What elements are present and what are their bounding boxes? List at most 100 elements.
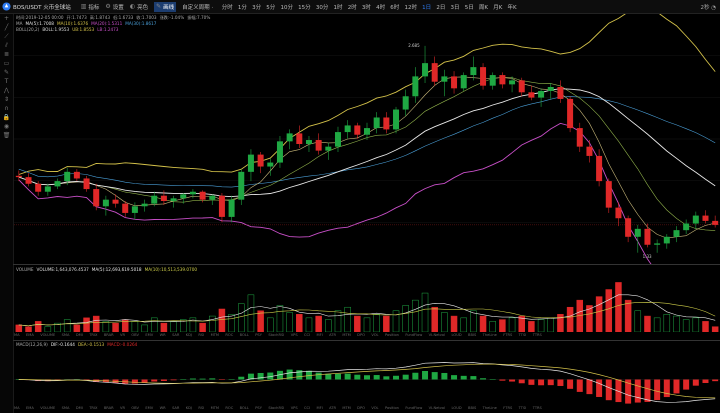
candle[interactable] — [64, 171, 71, 182]
candle[interactable] — [267, 162, 274, 167]
axis-label[interactable]: KDJ — [185, 333, 192, 337]
toolbar-button-2[interactable]: ◐ 亮色 — [130, 2, 148, 12]
candle[interactable] — [441, 76, 448, 82]
candle[interactable] — [605, 181, 612, 208]
axis-label[interactable]: FTRS — [503, 333, 513, 337]
axis-label[interactable]: SAR — [172, 333, 180, 337]
timeframe-13[interactable]: 1日 — [422, 4, 432, 11]
axis-label[interactable]: WR — [159, 333, 166, 337]
axis-label[interactable]: TTSI — [518, 333, 527, 337]
eye-icon[interactable]: ◉ — [3, 123, 10, 130]
candle[interactable] — [170, 198, 177, 201]
axis-label[interactable]: OBV — [131, 406, 139, 410]
timeframe-19[interactable]: 年K — [507, 4, 517, 11]
axis-label[interactable]: VOLUME — [40, 406, 56, 410]
axis-label[interactable]: VR — [119, 333, 125, 337]
candle[interactable] — [567, 98, 574, 129]
axis-label[interactable]: PSY — [255, 406, 262, 410]
candle[interactable] — [470, 67, 477, 76]
timeframe-9[interactable]: 3时 — [361, 4, 371, 11]
axis-label[interactable]: ROC — [225, 333, 234, 337]
axis-label[interactable]: BRAR — [103, 333, 114, 337]
axis-label[interactable]: BOLL — [239, 333, 249, 337]
candle[interactable] — [557, 87, 564, 99]
axis-label[interactable]: EMV — [145, 333, 154, 337]
timeframe-1[interactable]: 1分 — [237, 4, 247, 11]
candle[interactable] — [189, 191, 196, 195]
axis-label[interactable]: EMV — [145, 406, 154, 410]
axis-label[interactable]: VI-Netvol — [428, 333, 446, 337]
candle[interactable] — [518, 80, 525, 93]
timeframe-14[interactable]: 2日 — [436, 4, 446, 11]
macd-chart[interactable] — [14, 341, 720, 406]
axis-label[interactable]: Position — [384, 333, 399, 337]
axis-label[interactable]: WR — [159, 406, 166, 410]
candle[interactable] — [673, 230, 680, 237]
pane-separator[interactable] — [13, 264, 720, 265]
candle[interactable] — [460, 75, 467, 89]
axis-label[interactable]: VOLUME — [40, 333, 56, 337]
candle[interactable] — [209, 195, 216, 200]
axis-label[interactable]: EMA — [25, 333, 34, 337]
candle[interactable] — [83, 178, 90, 190]
axis-label[interactable]: SAR — [172, 406, 180, 410]
candle[interactable] — [422, 63, 429, 77]
refresh-interval[interactable]: 2秒 ◔ — [700, 5, 716, 11]
candle[interactable] — [644, 228, 651, 245]
candle[interactable] — [25, 177, 32, 184]
timeframe-5[interactable]: 15分 — [298, 4, 311, 11]
toolbar-button-1[interactable]: ⚙ 设置 — [105, 2, 123, 12]
lock-icon[interactable]: 🔒 — [2, 114, 11, 121]
candle[interactable] — [35, 183, 42, 192]
axis-label[interactable]: MFI — [316, 406, 323, 410]
candle[interactable] — [625, 218, 632, 237]
timeframe-2[interactable]: 3分 — [252, 4, 262, 11]
candle[interactable] — [354, 125, 361, 135]
channel-tool-icon[interactable]: ⫽ — [5, 42, 8, 49]
candle[interactable] — [93, 189, 100, 207]
candle[interactable] — [334, 132, 341, 147]
candle[interactable] — [383, 117, 390, 130]
ray-tool-icon[interactable]: ⟋ — [4, 33, 9, 40]
candle[interactable] — [576, 128, 583, 147]
candle[interactable] — [151, 195, 158, 204]
axis-label[interactable]: VPS — [290, 333, 298, 337]
candle[interactable] — [199, 191, 206, 200]
axis-label[interactable]: EMA — [25, 406, 34, 410]
axis-label[interactable]: MFI — [316, 333, 323, 337]
axis-label[interactable]: FundFlow — [405, 406, 423, 410]
axis-label[interactable]: VR — [119, 406, 125, 410]
axis-label[interactable]: TTRS — [532, 333, 542, 337]
candle[interactable] — [102, 199, 109, 207]
candle[interactable] — [131, 206, 138, 213]
candle[interactable] — [238, 171, 245, 200]
candle[interactable] — [480, 67, 487, 86]
axis-label[interactable]: DPO — [357, 406, 365, 410]
timeframe-4[interactable]: 10分 — [280, 4, 293, 11]
toolbar-button-0[interactable]: ▥ 指标 — [81, 2, 100, 12]
axis-label[interactable]: FundFlow — [405, 333, 423, 337]
candle[interactable] — [257, 154, 264, 167]
candle[interactable] — [692, 215, 699, 224]
timeframe-10[interactable]: 4时 — [376, 4, 386, 11]
candle[interactable] — [683, 223, 690, 231]
axis-label[interactable]: DMI — [75, 406, 83, 410]
candle[interactable] — [663, 236, 670, 244]
magnet-icon[interactable]: ∩ — [4, 105, 9, 112]
axis-label[interactable]: TRIX — [89, 406, 98, 410]
trash-icon[interactable]: 🗑 — [2, 132, 11, 139]
axis-label[interactable]: TheLine — [482, 406, 497, 410]
axis-label[interactable]: MA — [14, 406, 20, 410]
axis-label[interactable]: StochRSI — [268, 406, 285, 410]
candlestick-chart[interactable] — [14, 14, 720, 264]
candle[interactable] — [122, 203, 129, 213]
candle[interactable] — [54, 181, 61, 187]
toolbar-button-4[interactable]: 自定义周期 · — [182, 2, 213, 12]
candle[interactable] — [112, 199, 119, 204]
candle[interactable] — [160, 195, 167, 201]
timeframe-6[interactable]: 30分 — [315, 4, 329, 11]
axis-label[interactable]: BBIS — [468, 333, 477, 337]
candle[interactable] — [634, 228, 641, 237]
axis-label[interactable]: CCI — [304, 406, 311, 410]
candle[interactable] — [509, 80, 516, 85]
